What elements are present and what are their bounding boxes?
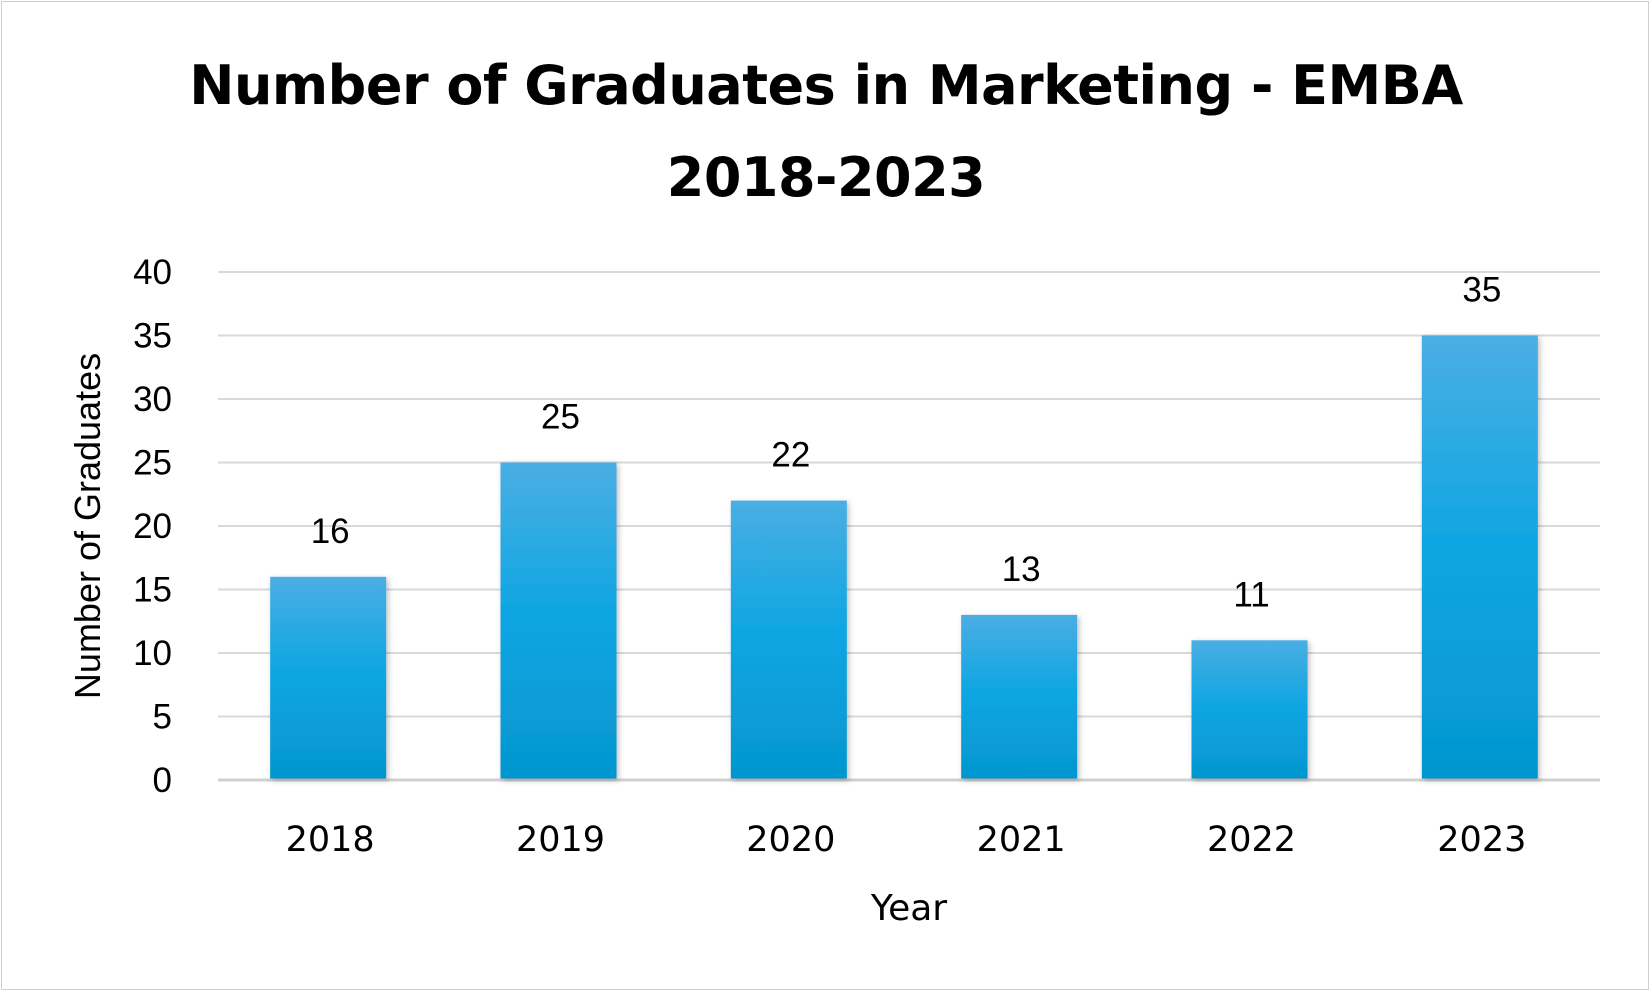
x-tick-label: 2021 [977,820,1066,860]
y-tick-label: 35 [133,317,172,356]
bar-2019 [500,462,617,779]
data-label-2021: 13 [1002,550,1041,589]
bar-2023 [1421,335,1538,779]
y-tick-label: 10 [133,634,172,673]
x-tick-label: 2023 [1437,820,1526,860]
x-axis-title: Year [870,888,947,929]
bar-2020 [730,500,847,779]
x-axis-ticks: 2018 2019 2020 2021 2022 2023 [286,820,1527,860]
x-tick-label: 2022 [1207,820,1296,860]
y-tick-label: 15 [133,571,172,610]
y-tick-label: 5 [153,698,172,737]
bar-2021 [961,614,1078,779]
y-axis-title: Number of Graduates [67,353,108,699]
y-tick-label: 40 [133,253,172,292]
data-label-2018: 16 [311,512,350,551]
y-tick-label: 0 [153,761,172,800]
x-tick-label: 2018 [286,820,375,860]
bars [270,335,1538,779]
x-tick-label: 2019 [516,820,605,860]
x-tick-label: 2020 [746,820,835,860]
y-tick-label: 30 [133,380,172,419]
data-label-2019: 25 [541,398,580,437]
bar-2018 [270,576,387,779]
data-label-2023: 35 [1462,271,1501,310]
gridlines [218,271,1600,782]
y-axis-ticks: 0 5 10 15 20 25 30 35 40 [133,253,172,800]
chart-title-line-1: Number of Graduates in Marketing - EMBA [189,54,1463,117]
data-label-2022: 11 [1233,575,1269,614]
y-tick-label: 25 [133,444,172,483]
chart-title-line-2: 2018-2023 [666,146,986,209]
chart-title: Number of Graduates in Marketing - EMBA … [0,40,1652,224]
data-labels: 16 25 22 13 11 35 [311,271,1502,615]
bar-2022 [1191,640,1308,779]
y-tick-label: 20 [133,507,172,546]
data-label-2020: 22 [771,436,810,475]
